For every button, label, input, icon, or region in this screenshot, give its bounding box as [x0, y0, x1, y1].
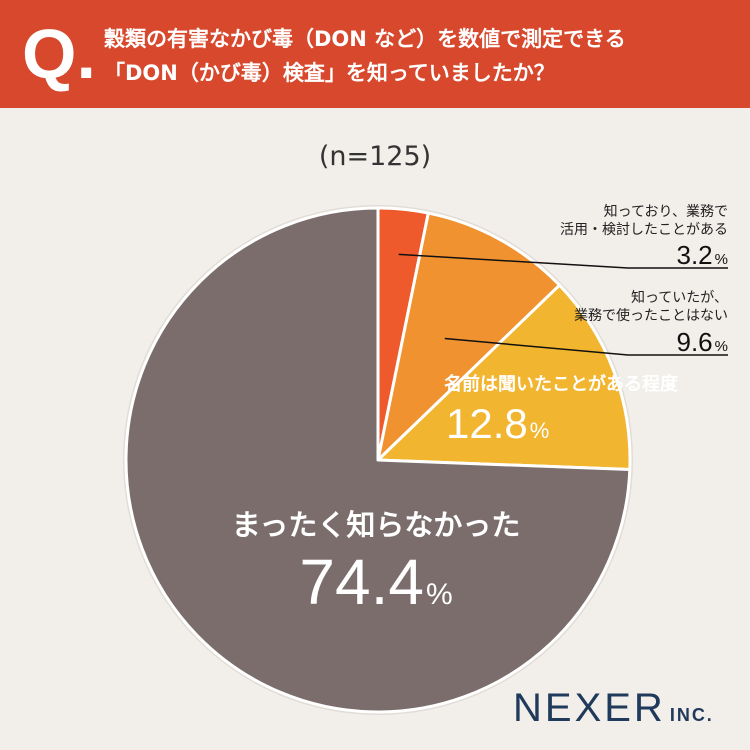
slice-1-value: 3.2% — [677, 240, 729, 270]
nexer-logo: NEXER INC. — [513, 686, 714, 731]
slice-3-label: 名前は聞いたことがある程度 — [444, 373, 679, 395]
question-text-line1: 穀類の有害なかび毒（DON など）を数値で測定できる — [104, 27, 626, 51]
slice-4-value: 74.4% — [299, 546, 452, 618]
pie-slice-4 — [124, 206, 632, 714]
leader-line-1 — [398, 253, 728, 269]
question-text-line2: 「DON（かび毒）検査」を知っていましたか？ — [104, 61, 555, 85]
question-header: Q. 穀類の有害なかび毒（DON など）を数値で測定できる 「DON（かび毒）検… — [0, 0, 750, 108]
logo-sub-text: INC. — [669, 705, 714, 725]
sample-size-label: (n=125) — [318, 141, 432, 172]
slice-1-label-line2: 活用・検討したことがある — [560, 222, 728, 238]
q-mark: Q. — [22, 15, 96, 93]
leader-line-2 — [444, 337, 728, 356]
slice-3-value: 12.8% — [446, 400, 549, 447]
slice-1-label-line1: 知っており、業務で — [604, 203, 728, 220]
pie-slice-3 — [376, 283, 632, 471]
logo-main-text: NEXER — [513, 686, 666, 730]
pie-slice-2 — [376, 211, 562, 462]
slice-2-label-line1: 知っていたが、 — [631, 289, 728, 306]
slice-2-label-line2: 業務で使ったことはない — [574, 307, 728, 324]
slice-2-value: 9.6% — [677, 327, 729, 357]
slice-4-label: まったく知らなかった — [232, 508, 521, 542]
